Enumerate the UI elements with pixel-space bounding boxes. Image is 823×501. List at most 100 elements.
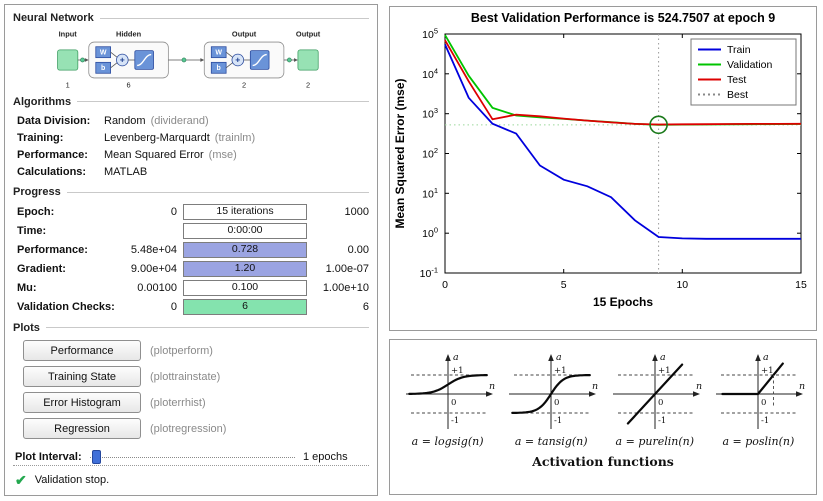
- plot-interval-label: Plot Interval:: [15, 450, 82, 463]
- legend-label: Test: [727, 74, 746, 86]
- training-tool-window: Neural Network Input Hidden Output Outpu…: [4, 4, 378, 496]
- algorithm-row: Training: Levenberg-Marquardt (trainlm): [13, 129, 369, 146]
- network-diagram: Input Hidden Output Output W b +: [57, 30, 321, 90]
- output-size: 2: [306, 81, 310, 90]
- section-progress: Progress: [13, 185, 369, 199]
- tansig-graph: a n 0 +1 -1: [509, 352, 598, 429]
- output-bias-box: [210, 62, 227, 74]
- best-point-marker: [649, 115, 668, 135]
- y-tick-label: 10-1: [420, 266, 438, 281]
- progress-row: Performance: 5.48e+04 0.728 0.00: [13, 241, 369, 260]
- activation-caption: a = logsig(n): [411, 435, 484, 448]
- connector-dot: [286, 57, 292, 63]
- svg-text:a: a: [453, 352, 459, 363]
- svg-text:+1: +1: [554, 366, 567, 376]
- slider-thumb[interactable]: [91, 449, 101, 464]
- svg-text:a: a: [660, 352, 666, 363]
- hidden-weight-box: [95, 46, 112, 59]
- y-tick-label: 103: [422, 106, 438, 121]
- plot-row: Training State (plottrainstate): [13, 364, 369, 390]
- series-train: [444, 44, 801, 240]
- svg-text:n: n: [592, 381, 598, 392]
- progress-label: Gradient:: [17, 262, 66, 275]
- svg-text:0: 0: [451, 398, 456, 408]
- progress-start-value: 5.48e+04: [130, 243, 177, 256]
- output-layer-size: 2: [242, 81, 246, 90]
- progress-row: Validation Checks: 0 6 6: [13, 298, 369, 317]
- plot-button-performance[interactable]: Performance: [23, 340, 141, 362]
- progress-bar-fill: [184, 262, 306, 277]
- performance-figure: Best Validation Performance is 524.7507 …: [389, 6, 817, 331]
- plot-row: Regression (plotregression): [13, 416, 369, 442]
- legend-label: Validation: [727, 59, 772, 71]
- algorithm-label: Training:: [17, 131, 64, 144]
- algorithm-value: Random: [104, 114, 146, 127]
- progress-label: Validation Checks:: [17, 300, 115, 313]
- plot-button-training-state[interactable]: Training State: [23, 366, 141, 388]
- plot-buttons: Performance (plotperform) Training State (p…: [13, 338, 369, 442]
- logsig-graph: a n 0 +1 -1: [405, 352, 495, 429]
- x-tick-label: 15: [795, 279, 807, 291]
- section-title-text: Progress: [13, 186, 61, 199]
- plot-code: (ploterrhist): [150, 396, 206, 409]
- algorithms-rows: Data Division: Random (dividerand) Training…: [13, 112, 369, 181]
- y-tick-label: 101: [422, 186, 438, 201]
- algorithm-value: Mean Squared Error: [104, 149, 204, 162]
- progress-label: Epoch:: [17, 205, 55, 218]
- progress-bar-text: 0:00:00: [227, 224, 263, 237]
- algorithm-value: Levenberg-Marquardt: [104, 131, 210, 144]
- weight-letter: W: [215, 50, 222, 57]
- section-algorithms: Algorithms: [13, 95, 369, 109]
- arrowhead-icon: [200, 58, 205, 63]
- purelin-graph: a n 0 +1 -1: [612, 352, 702, 429]
- plot-row: Error Histogram (ploterrhist): [13, 390, 369, 416]
- progress-bar-text: 15 iterations: [216, 205, 274, 218]
- algorithm-code: (dividerand): [150, 114, 209, 127]
- x-axis-label: 15 Epochs: [593, 295, 653, 309]
- progress-bar-text: 6: [242, 300, 248, 313]
- progress-start-value: 0: [170, 300, 177, 313]
- plot-code: (plotperform): [150, 344, 213, 357]
- plot-button-regression[interactable]: Regression: [23, 418, 141, 440]
- svg-text:0: 0: [761, 398, 766, 408]
- algorithm-row: Performance: Mean Squared Error (mse): [13, 147, 369, 164]
- progress-start-value: 0: [170, 205, 177, 218]
- progress-bar: 0.728: [183, 242, 307, 259]
- progress-start-value: 9.00e+04: [130, 262, 177, 275]
- check-icon: ✔: [15, 471, 27, 488]
- plot-interval-row: Plot Interval: 1 epochs: [13, 449, 369, 465]
- slider-track: [89, 456, 295, 458]
- output-layer-label: Output: [232, 30, 257, 39]
- bias-letter: b: [217, 65, 221, 72]
- activation-functions-panel: a n 0 +1 -1 a = logsig(n) a n 0 +1 -1 a = tansig(n)…: [389, 339, 817, 495]
- progress-bar-fill: [184, 300, 306, 315]
- svg-text:0: 0: [554, 398, 559, 408]
- svg-text:n: n: [696, 381, 702, 392]
- arrowhead-icon: [294, 58, 298, 63]
- series-test: [444, 39, 802, 126]
- progress-end-value: 1.00e+10: [322, 281, 369, 294]
- plot-interval-slider[interactable]: [89, 449, 295, 465]
- activation-functions-row: a n 0 +1 -1 a = logsig(n) a n 0 +1 -1 a = tansig(n)…: [390, 346, 816, 449]
- plot-button-error-histogram[interactable]: Error Histogram: [23, 392, 141, 414]
- x-tick-label: 10: [676, 279, 688, 291]
- status-bar: ✔ Validation stop.: [13, 464, 369, 490]
- activation-plot-logsig: a n 0 +1 -1 a = logsig(n): [398, 348, 498, 449]
- input-block: [57, 49, 79, 71]
- input-size: 1: [66, 81, 70, 90]
- output-label: Output: [296, 30, 321, 39]
- algorithm-row: Calculations: MATLAB: [13, 164, 369, 181]
- progress-row: Time: 0:00:00: [13, 222, 369, 241]
- connector-dot: [181, 57, 187, 63]
- progress-row: Epoch: 0 15 iterations 1000: [13, 203, 369, 222]
- activation-plot-purelin: a n 0 +1 -1 a = purelin(n): [605, 348, 705, 449]
- output-weight-box: [210, 46, 227, 59]
- output-block: [297, 49, 319, 71]
- section-plots: Plots: [13, 321, 369, 335]
- progress-label: Mu:: [17, 281, 37, 294]
- progress-bar-text: 0.100: [231, 281, 259, 294]
- svg-text:+1: +1: [451, 366, 464, 376]
- legend-label: Train: [727, 44, 751, 56]
- section-title-text: Plots: [13, 321, 40, 334]
- svg-text:-1: -1: [554, 416, 562, 426]
